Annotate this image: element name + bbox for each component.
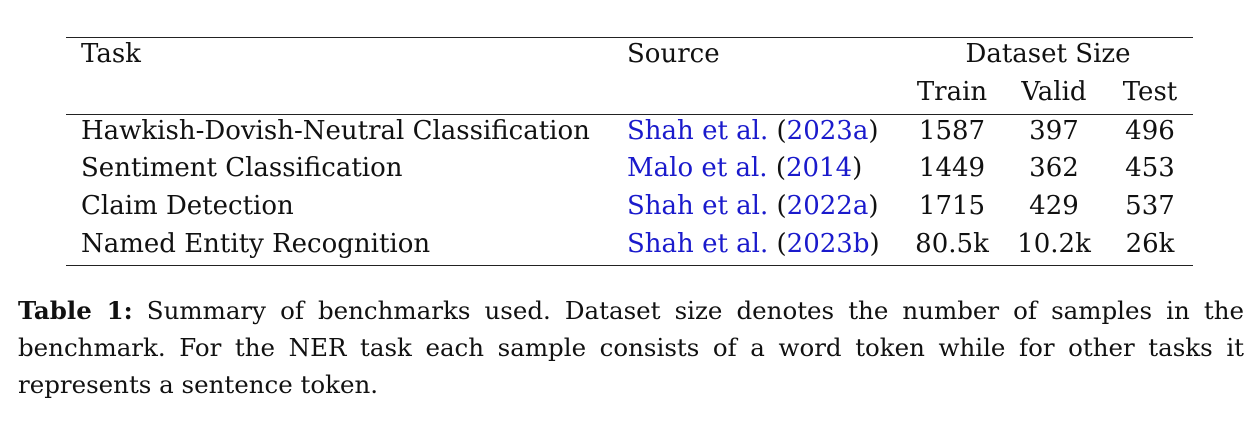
valid-cell: 362 — [1029, 153, 1079, 183]
citation-year-link[interactable]: 2014 — [785, 153, 853, 183]
test-cell: 26k — [1125, 229, 1175, 259]
header-dataset-size: Dataset Size — [965, 39, 1131, 69]
caption-text: Summary of benchmarks used. Dataset size… — [18, 296, 1244, 399]
test-cell: 453 — [1125, 153, 1175, 183]
header-source: Source — [627, 39, 720, 69]
train-cell: 1587 — [918, 116, 986, 146]
table-mid-rule — [66, 114, 1193, 115]
header-train: Train — [916, 77, 988, 107]
table-top-rule — [66, 37, 1193, 38]
task-cell: Named Entity Recognition — [81, 229, 431, 259]
train-cell: 80.5k — [915, 229, 989, 259]
citation-year-link[interactable]: 2023b — [786, 229, 870, 259]
citation-year-link[interactable]: 2023a — [786, 116, 869, 146]
valid-cell: 429 — [1029, 191, 1079, 221]
train-cell: 1449 — [918, 153, 986, 183]
citation-author-link[interactable]: Malo et al. — [627, 153, 768, 183]
header-test: Test — [1122, 77, 1178, 107]
train-cell: 1715 — [918, 191, 986, 221]
table-caption: Table 1: Summary of benchmarks used. Dat… — [18, 292, 1244, 403]
task-cell: Sentiment Classification — [81, 153, 403, 183]
caption-label: Table 1: — [18, 296, 133, 325]
test-cell: 537 — [1125, 191, 1175, 221]
citation-year-link[interactable]: 2022a — [786, 191, 869, 221]
test-cell: 496 — [1125, 116, 1175, 146]
header-valid: Valid — [1021, 77, 1087, 107]
citation-author-link[interactable]: Shah et al. — [627, 116, 769, 146]
source-citation[interactable]: Malo et al. (2014) — [627, 153, 863, 183]
source-citation[interactable]: Shah et al. (2022a) — [627, 191, 879, 221]
citation-author-link[interactable]: Shah et al. — [627, 229, 769, 259]
source-citation[interactable]: Shah et al. (2023a) — [627, 116, 879, 146]
source-citation[interactable]: Shah et al. (2023b) — [627, 229, 880, 259]
header-task: Task — [81, 39, 141, 69]
task-cell: Hawkish-Dovish-Neutral Classification — [81, 116, 590, 146]
citation-author-link[interactable]: Shah et al. — [627, 191, 769, 221]
valid-cell: 397 — [1029, 116, 1079, 146]
valid-cell: 10.2k — [1017, 229, 1091, 259]
task-cell: Claim Detection — [81, 191, 294, 221]
table-bottom-rule — [66, 265, 1193, 266]
